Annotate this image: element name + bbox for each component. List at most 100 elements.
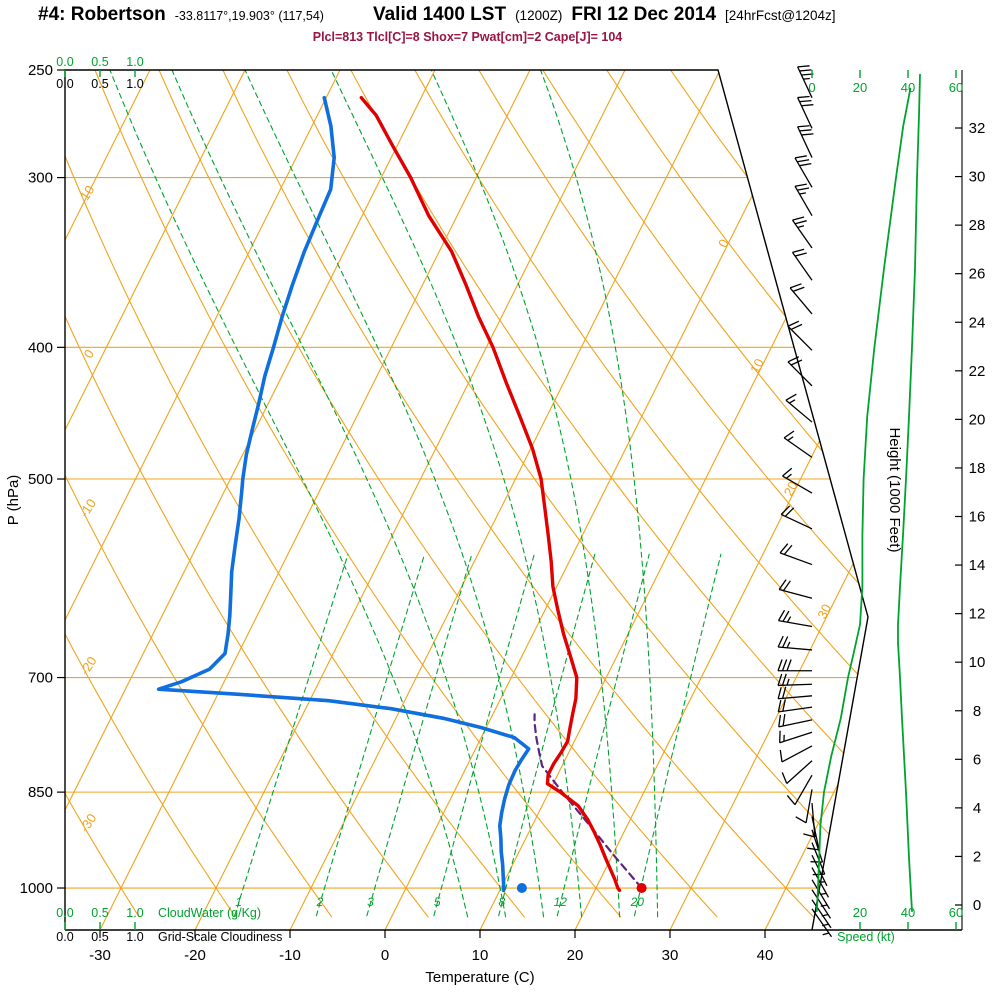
valid-date: FRI 12 Dec 2014 — [571, 4, 717, 25]
svg-text:700: 700 — [28, 670, 53, 687]
svg-text:300: 300 — [28, 170, 53, 187]
moist-adiabats — [109, 70, 659, 918]
svg-text:3: 3 — [367, 895, 374, 909]
svg-text:250: 250 — [28, 62, 53, 79]
svg-text:0.0: 0.0 — [56, 906, 73, 920]
svg-text:60: 60 — [949, 80, 963, 95]
forecast-tag: [24hrFcst@1204z] — [725, 8, 836, 23]
valid-time: Valid 1400 LST — [372, 4, 507, 25]
svg-text:12: 12 — [554, 895, 568, 909]
title-bar: #4: Robertson -33.8117°,19.903° (117,54)… — [38, 4, 836, 26]
svg-text:Temperature (C): Temperature (C) — [425, 969, 534, 986]
station-title: #4: Robertson — [38, 4, 166, 25]
dewpoint-curve — [156, 95, 531, 893]
station-coords: -33.8117°,19.903° (117,54) — [174, 9, 324, 23]
svg-text:-10: -10 — [76, 496, 99, 520]
svg-text:26: 26 — [969, 266, 986, 283]
svg-text:14: 14 — [969, 557, 986, 574]
svg-text:20: 20 — [969, 411, 986, 428]
svg-text:6: 6 — [973, 751, 981, 768]
plot-border — [64, 69, 963, 931]
svg-text:Height (1000 Feet): Height (1000 Feet) — [886, 427, 903, 552]
mixing-ratio-lines — [234, 553, 722, 917]
svg-text:10: 10 — [472, 947, 489, 964]
svg-text:1.0: 1.0 — [126, 930, 143, 944]
wind-speed-curve — [815, 87, 912, 913]
dry-adiabat-labels: 10 0 -10 -20 -30 — [76, 183, 99, 835]
svg-text:10: 10 — [77, 183, 97, 203]
svg-text:10: 10 — [747, 356, 767, 376]
isobar-lines — [65, 177, 868, 889]
svg-text:-20: -20 — [184, 947, 206, 964]
svg-text:30: 30 — [662, 947, 679, 964]
svg-text:40: 40 — [757, 947, 774, 964]
svg-text:0: 0 — [381, 947, 389, 964]
svg-text:30: 30 — [969, 169, 986, 186]
svg-text:60: 60 — [949, 905, 963, 920]
isotherm-lines — [65, 70, 868, 930]
svg-text:2: 2 — [316, 895, 324, 909]
svg-text:0: 0 — [81, 347, 98, 361]
svg-text:1.0: 1.0 — [126, 77, 143, 91]
svg-text:4: 4 — [973, 800, 981, 817]
parcel-curve — [533, 713, 643, 890]
svg-text:10: 10 — [969, 654, 986, 671]
svg-text:1: 1 — [235, 895, 242, 909]
svg-text:18: 18 — [969, 460, 986, 477]
svg-text:-30: -30 — [77, 811, 100, 835]
svg-text:40: 40 — [901, 80, 915, 95]
svg-text:28: 28 — [969, 217, 986, 234]
surface-dewpoint-dot — [516, 883, 527, 894]
height-curve — [897, 73, 921, 913]
svg-text:0: 0 — [808, 80, 815, 95]
svg-text:1.0: 1.0 — [126, 906, 143, 920]
svg-text:0.0: 0.0 — [56, 55, 73, 69]
svg-text:CloudWater (g/Kg): CloudWater (g/Kg) — [158, 906, 261, 920]
svg-text:0.5: 0.5 — [91, 55, 108, 69]
svg-text:32: 32 — [969, 120, 986, 137]
svg-text:0.0: 0.0 — [56, 930, 73, 944]
speed-axis: 0 20 40 60 20 40 60 Speed (kt) — [808, 70, 963, 944]
svg-text:-10: -10 — [279, 947, 301, 964]
svg-text:22: 22 — [969, 363, 986, 380]
svg-text:30: 30 — [814, 602, 834, 622]
svg-text:0: 0 — [973, 897, 981, 914]
svg-text:1.0: 1.0 — [126, 55, 143, 69]
svg-text:5: 5 — [434, 895, 441, 909]
wind-barbs — [777, 65, 833, 938]
svg-text:0.5: 0.5 — [91, 906, 108, 920]
cloud-scales: 0.0 0.0 0.0 0.0 0.5 0.5 0.5 0.5 1.0 1.0 1.0 1.0 Clou… — [56, 55, 282, 944]
svg-text:20: 20 — [853, 905, 867, 920]
svg-text:Grid-Scale Cloudiness: Grid-Scale Cloudiness — [158, 930, 282, 944]
svg-text:20: 20 — [781, 479, 801, 499]
svg-text:12: 12 — [969, 606, 986, 623]
svg-text:850: 850 — [28, 784, 53, 801]
svg-text:16: 16 — [969, 509, 986, 526]
svg-text:40: 40 — [901, 905, 915, 920]
temperature-axis: -30 -20 -10 0 10 20 30 40 Temperature (C) — [89, 930, 773, 986]
svg-text:2: 2 — [973, 848, 981, 865]
svg-text:0.5: 0.5 — [91, 77, 108, 91]
svg-text:1000: 1000 — [20, 880, 53, 897]
svg-text:24: 24 — [969, 314, 986, 331]
valid-zulu: (1200Z) — [515, 8, 563, 23]
pressure-axis: 250 300 400 500 700 850 1000 P (hPa) — [5, 62, 65, 897]
svg-text:20: 20 — [853, 80, 867, 95]
mixing-ratio-labels: 1 2 3 5 8 12 20 — [235, 895, 644, 909]
surface-dots — [516, 883, 647, 894]
svg-text:-30: -30 — [89, 947, 111, 964]
svg-text:20: 20 — [630, 895, 645, 909]
svg-text:-20: -20 — [77, 654, 100, 678]
svg-text:8: 8 — [499, 895, 506, 909]
svg-text:20: 20 — [567, 947, 584, 964]
svg-text:500: 500 — [28, 471, 53, 488]
stability-indices: Plcl=813 Tlcl[C]=8 Shox=7 Pwat[cm]=2 Cap… — [312, 30, 623, 44]
svg-text:0.5: 0.5 — [91, 930, 108, 944]
svg-text:8: 8 — [973, 703, 981, 720]
svg-text:400: 400 — [28, 339, 53, 356]
surface-temp-dot — [636, 883, 647, 894]
dry-adiabats — [65, 70, 868, 918]
